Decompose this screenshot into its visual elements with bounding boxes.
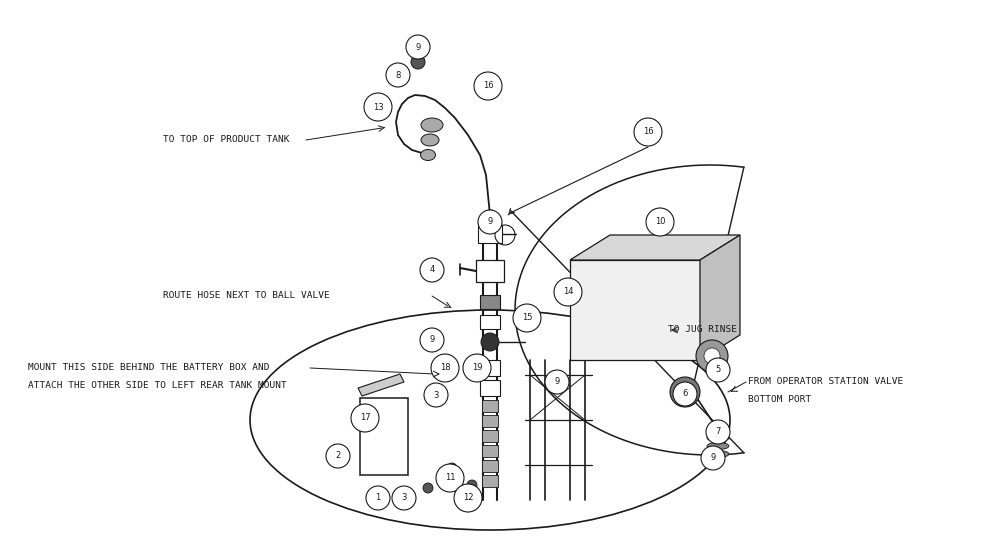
Circle shape <box>326 444 350 468</box>
Text: 9: 9 <box>710 454 716 462</box>
Circle shape <box>411 55 425 69</box>
Circle shape <box>392 486 416 510</box>
FancyBboxPatch shape <box>482 445 498 457</box>
Text: TO TOP OF PRODUCT TANK: TO TOP OF PRODUCT TANK <box>163 135 290 145</box>
Circle shape <box>704 348 720 364</box>
Polygon shape <box>570 260 700 360</box>
Circle shape <box>436 464 464 492</box>
Text: 3: 3 <box>401 493 407 503</box>
Circle shape <box>467 480 477 490</box>
Text: 9: 9 <box>554 378 560 386</box>
Text: ROUTE HOSE NEXT TO BALL VALVE: ROUTE HOSE NEXT TO BALL VALVE <box>163 292 330 300</box>
Text: 9: 9 <box>415 42 421 52</box>
Ellipse shape <box>707 426 729 434</box>
Circle shape <box>463 354 491 382</box>
Circle shape <box>351 404 379 432</box>
FancyBboxPatch shape <box>482 400 498 412</box>
Text: 13: 13 <box>373 102 383 112</box>
Circle shape <box>482 210 498 226</box>
Circle shape <box>634 118 662 146</box>
FancyBboxPatch shape <box>480 380 500 396</box>
Polygon shape <box>358 374 404 396</box>
Text: 17: 17 <box>360 413 370 423</box>
Ellipse shape <box>421 134 439 146</box>
Ellipse shape <box>707 450 729 458</box>
Circle shape <box>481 333 499 351</box>
Text: 9: 9 <box>487 218 493 226</box>
Circle shape <box>406 35 430 59</box>
Circle shape <box>443 475 453 485</box>
Circle shape <box>701 446 725 470</box>
Text: 2: 2 <box>335 452 341 461</box>
Circle shape <box>447 463 457 473</box>
Circle shape <box>420 258 444 282</box>
Ellipse shape <box>707 442 729 449</box>
Text: 16: 16 <box>483 82 493 90</box>
Text: 19: 19 <box>472 363 482 373</box>
Ellipse shape <box>420 150 436 160</box>
Text: 15: 15 <box>522 313 532 323</box>
FancyBboxPatch shape <box>478 225 502 243</box>
Text: 10: 10 <box>655 218 665 226</box>
Text: 3: 3 <box>433 391 439 399</box>
Circle shape <box>423 483 433 493</box>
FancyBboxPatch shape <box>480 315 500 329</box>
FancyBboxPatch shape <box>482 460 498 472</box>
Circle shape <box>670 377 700 407</box>
Circle shape <box>420 328 444 352</box>
Circle shape <box>431 354 459 382</box>
Text: 6: 6 <box>682 390 688 399</box>
Text: ATTACH THE OTHER SIDE TO LEFT REAR TANK MOUNT: ATTACH THE OTHER SIDE TO LEFT REAR TANK … <box>28 381 287 391</box>
Circle shape <box>545 370 569 394</box>
Text: 1: 1 <box>375 493 381 503</box>
FancyBboxPatch shape <box>482 415 498 427</box>
Circle shape <box>513 304 541 332</box>
Text: 18: 18 <box>440 363 450 373</box>
Circle shape <box>366 486 390 510</box>
Text: TO JUG RINSE: TO JUG RINSE <box>668 325 737 335</box>
Polygon shape <box>570 235 740 260</box>
FancyBboxPatch shape <box>480 360 500 376</box>
Circle shape <box>455 485 465 495</box>
Circle shape <box>673 382 697 406</box>
Ellipse shape <box>707 435 729 442</box>
Text: 7: 7 <box>715 428 721 436</box>
FancyBboxPatch shape <box>482 430 498 442</box>
Text: 14: 14 <box>563 287 573 296</box>
Circle shape <box>554 278 582 306</box>
FancyBboxPatch shape <box>476 260 504 282</box>
Text: BOTTOM PORT: BOTTOM PORT <box>748 395 811 405</box>
Circle shape <box>646 208 674 236</box>
Ellipse shape <box>421 118 443 132</box>
FancyBboxPatch shape <box>480 295 500 309</box>
Circle shape <box>706 420 730 444</box>
Text: FROM OPERATOR STATION VALVE: FROM OPERATOR STATION VALVE <box>748 378 903 386</box>
Text: 9: 9 <box>429 336 435 344</box>
FancyBboxPatch shape <box>482 475 498 487</box>
Text: 4: 4 <box>429 265 435 275</box>
Circle shape <box>364 93 392 121</box>
Text: 11: 11 <box>445 473 455 483</box>
Text: 5: 5 <box>715 366 721 374</box>
Circle shape <box>706 358 730 382</box>
Circle shape <box>678 385 692 399</box>
Text: 16: 16 <box>643 127 653 137</box>
Circle shape <box>454 484 482 512</box>
Circle shape <box>424 383 448 407</box>
Polygon shape <box>700 235 740 360</box>
Circle shape <box>474 72 502 100</box>
Text: 8: 8 <box>395 71 401 79</box>
Text: 12: 12 <box>463 493 473 503</box>
Circle shape <box>478 210 502 234</box>
Circle shape <box>386 63 410 87</box>
Circle shape <box>696 340 728 372</box>
Text: MOUNT THIS SIDE BEHIND THE BATTERY BOX AND: MOUNT THIS SIDE BEHIND THE BATTERY BOX A… <box>28 363 270 373</box>
